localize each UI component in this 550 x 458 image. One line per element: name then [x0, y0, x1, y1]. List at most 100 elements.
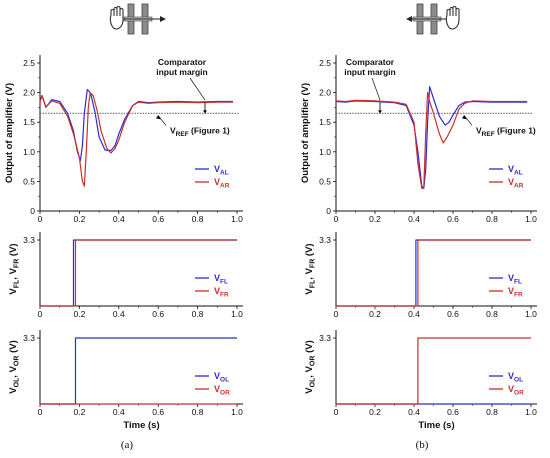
- ylabel-unit: (V): [304, 340, 315, 355]
- panels: 0 0.2 0.4 0.6 0.8 1.0 0 0.5 1.0 1.5 2.0 2.5 Output o…: [4, 55, 537, 431]
- x-tick-label: 0.8: [486, 309, 498, 319]
- y-tick-label: 1.0: [319, 147, 331, 157]
- x-tick-label: 0.4: [408, 407, 420, 417]
- icon-group-a: [109, 3, 166, 35]
- y-tick-label: 0: [326, 206, 331, 216]
- x-tick-label: 0.2: [73, 214, 85, 224]
- legend-label-al-sub: AL: [514, 170, 523, 177]
- vref-leader: [157, 115, 167, 126]
- vref-leader: [463, 115, 473, 126]
- legend-label-ar-sub: AR: [514, 183, 524, 190]
- legend-label-or-main: V: [508, 384, 514, 394]
- x-tick-label: 1.0: [525, 309, 537, 319]
- vref-arrowhead: [462, 115, 467, 120]
- x-tick-label: 0: [38, 214, 43, 224]
- ylabel-sub2: FR: [14, 259, 21, 268]
- y-tick-label: 1.5: [319, 117, 331, 127]
- series-line-ol: [40, 337, 237, 405]
- x-axis-label: Time (s): [418, 420, 454, 431]
- x-tick-label: 0: [38, 407, 43, 417]
- x-tick-label: 1.0: [231, 407, 243, 417]
- ylabel-v2: V: [8, 267, 19, 274]
- caption-b: (b): [416, 439, 429, 451]
- x-tick-label: 0.4: [408, 214, 420, 224]
- y-tick-label: 3.3: [23, 333, 35, 343]
- y-tick-label: 1.0: [23, 147, 35, 157]
- x-tick-label: 0.4: [113, 407, 125, 417]
- y-tick-label: 3.3: [23, 235, 35, 245]
- x-tick-label: 0.6: [152, 309, 164, 319]
- legend-label-al-sub: AL: [220, 170, 229, 177]
- legend-label-ol-sub: OL: [514, 377, 523, 384]
- legend-label-fr-main: V: [508, 286, 514, 296]
- vref-sub: REF: [176, 131, 189, 138]
- series-line-ar: [39, 92, 234, 187]
- vref-suffix: (Figure 1): [495, 125, 536, 135]
- ylabel-unit: (V): [8, 340, 19, 355]
- legend-label-or-sub: OR: [220, 390, 230, 397]
- x-tick-label: 0: [334, 407, 339, 417]
- ylabel-sep: ,: [304, 372, 315, 377]
- y-axis-label: Output of amplifier (V): [4, 83, 15, 183]
- margin-arrowhead: [203, 110, 207, 114]
- ylabel-v1: V: [8, 387, 19, 394]
- legend-label-al-main: V: [508, 164, 514, 174]
- y-axis-label: Output of amplifier (V): [300, 83, 311, 183]
- legend-label-fl-main: V: [214, 273, 220, 283]
- legend-label-fr-sub: FR: [514, 292, 523, 299]
- legend-label-fl: VFL: [214, 273, 228, 286]
- ylabel-unit: (V): [8, 243, 19, 258]
- legend-label-ol-sub: OL: [220, 377, 229, 384]
- legend-label-fl: VFL: [508, 273, 522, 286]
- ylabel-sep: ,: [8, 372, 19, 377]
- annotation-comparator: Comparator: [158, 57, 207, 67]
- ylabel-v1: V: [8, 288, 19, 295]
- x-tick-label: 0.2: [73, 407, 85, 417]
- y-tick-label: 3.3: [319, 333, 331, 343]
- legend-label-fr-main: V: [214, 286, 220, 296]
- hand-icon: [109, 5, 124, 30]
- x-tick-label: 0.4: [113, 214, 125, 224]
- ylabel-v1: V: [304, 387, 315, 394]
- legend-label-ar: VAR: [508, 177, 524, 190]
- annotation-comparator: Comparator: [346, 57, 395, 67]
- ylabel-sub1: FL: [14, 279, 21, 288]
- ylabel-v1: V: [304, 288, 315, 295]
- x-tick-label: 0: [38, 309, 43, 319]
- legend-label-fl-sub: FL: [514, 279, 522, 286]
- icon-group-b: [406, 3, 460, 35]
- margin-leader: [371, 77, 381, 101]
- ylabel-sub1: FL: [310, 279, 317, 288]
- series-line-fr: [336, 239, 531, 307]
- x-tick-label: 0: [334, 214, 339, 224]
- y-tick-label: 0: [30, 206, 35, 216]
- legend-label-fr-sub: FR: [220, 292, 229, 299]
- hand-icon: [445, 5, 460, 30]
- x-tick-label: 0.6: [447, 309, 459, 319]
- x-tick-label: 0.8: [486, 214, 498, 224]
- x-tick-label: 0.4: [113, 309, 125, 319]
- vref-arrowhead: [156, 115, 161, 120]
- ylabel-v2: V: [304, 365, 315, 372]
- legend-label-ar-main: V: [508, 177, 514, 187]
- x-tick-label: 0.8: [486, 407, 498, 417]
- y-axis-label: VOL, VOR (V): [304, 340, 317, 394]
- panel-b-top: 0 0.2 0.4 0.6 0.8 1.0 0 0.5 1.0 1.5 2.0 2.5 Output o…: [300, 55, 537, 224]
- ylabel-sub1: OL: [310, 377, 317, 387]
- x-tick-label: 1.0: [231, 309, 243, 319]
- legend-label-or: VOR: [508, 384, 524, 397]
- legend-label-fl-main: V: [508, 273, 514, 283]
- y-tick-label: 2.0: [319, 88, 331, 98]
- panel-a-top: 0 0.2 0.4 0.6 0.8 1.0 0 0.5 1.0 1.5 2.0 2.5 Output o…: [4, 55, 243, 224]
- vref-label: VREF (Figure 1): [170, 125, 230, 138]
- x-tick-label: 0.2: [73, 309, 85, 319]
- vref-label: VREF (Figure 1): [476, 125, 536, 138]
- legend-label-ol-main: V: [508, 371, 514, 381]
- arrow-left-icon: [406, 16, 446, 22]
- x-tick-label: 0.6: [152, 214, 164, 224]
- ylabel-sep: ,: [8, 274, 19, 279]
- series-line-fl: [336, 239, 531, 307]
